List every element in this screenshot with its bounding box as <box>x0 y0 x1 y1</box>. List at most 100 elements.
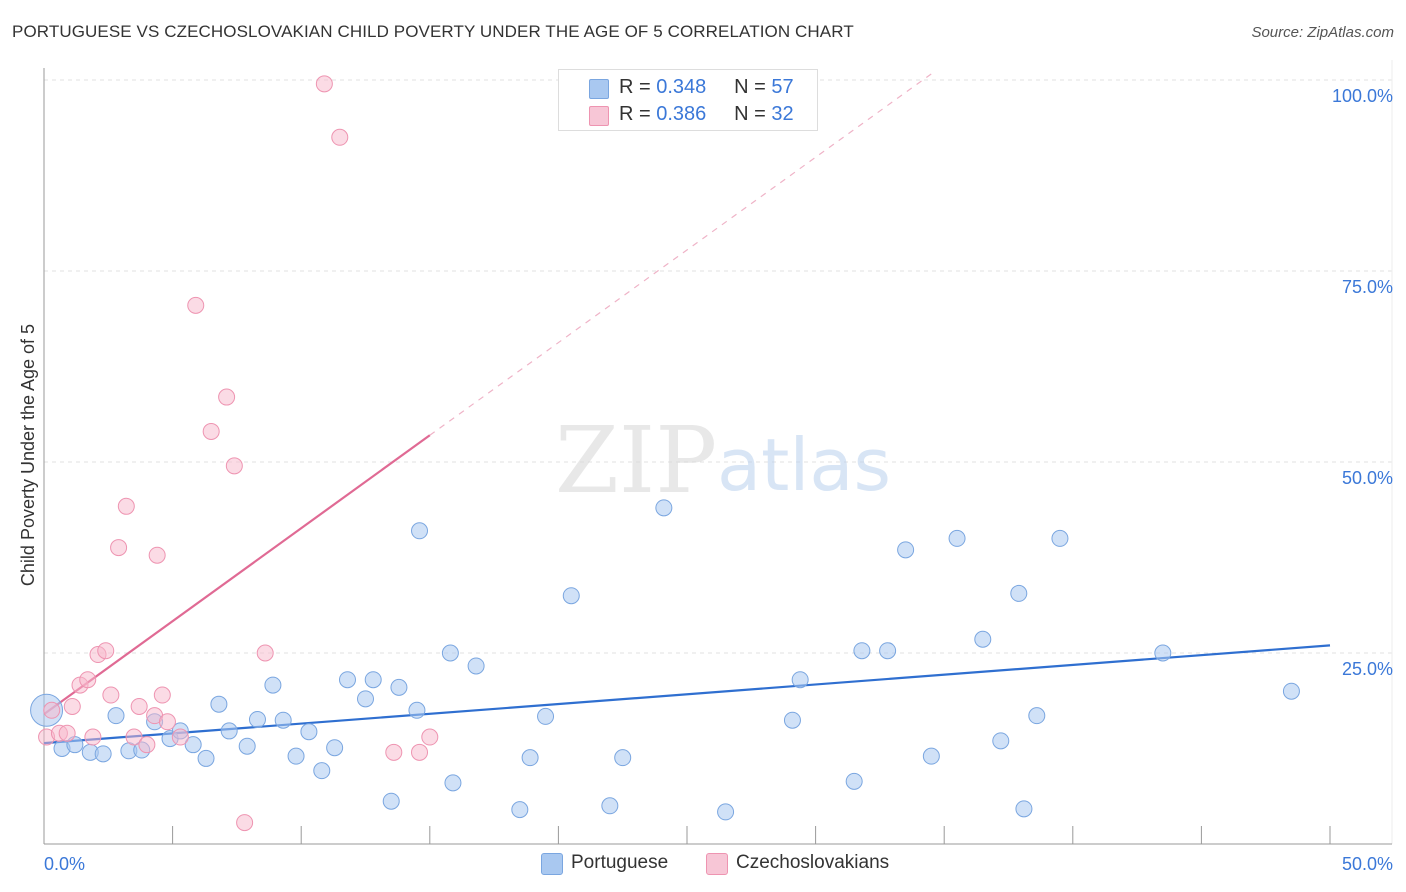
legend-n-value-czechoslovakians: 32 <box>771 103 794 125</box>
portuguese-point <box>1028 707 1046 725</box>
portuguese-point <box>390 678 408 696</box>
x-tick-label: 0.0% <box>44 854 85 874</box>
czech-point <box>421 728 439 746</box>
portuguese-point <box>922 747 940 765</box>
bottom-legend-portuguese: Portuguese <box>541 852 691 876</box>
portuguese-point <box>1282 682 1300 700</box>
portuguese-point <box>562 587 580 605</box>
portuguese-legend-label: Portuguese <box>571 852 669 873</box>
portuguese-point <box>992 732 1010 750</box>
portuguese-point <box>107 707 125 725</box>
legend-r-value-portuguese: 0.348 <box>656 76 707 98</box>
legend-n-label: N = <box>734 103 766 125</box>
watermark-zip: ZIP <box>555 407 717 514</box>
czech-point <box>187 296 205 314</box>
czech-point <box>148 546 166 564</box>
czech-point <box>117 497 135 515</box>
portuguese-point <box>783 711 801 729</box>
portuguese-point <box>184 736 202 754</box>
portuguese-point <box>1154 644 1172 662</box>
portuguese-point <box>467 657 485 675</box>
czech-point <box>63 697 81 715</box>
portuguese-legend-swatch <box>541 853 563 875</box>
y-tick-label: 25.0% <box>1342 659 1393 679</box>
portuguese-point <box>1010 584 1028 602</box>
czech-point <box>43 701 61 719</box>
portuguese-point <box>382 792 400 810</box>
legend-row-portuguese: R = 0.348 N = 57 <box>559 74 817 100</box>
portuguese-point <box>1051 529 1069 547</box>
czech-point <box>158 713 176 731</box>
czech-point <box>130 697 148 715</box>
portuguese-point <box>364 671 382 689</box>
portuguese-point <box>511 801 529 819</box>
watermark: ZIP atlas <box>555 407 891 514</box>
portuguese-point <box>264 676 282 694</box>
legend-r-label: R = <box>619 103 651 125</box>
portuguese-point <box>238 737 256 755</box>
czech-point <box>79 671 97 689</box>
portuguese-point <box>521 749 539 767</box>
portuguese-point <box>300 723 318 741</box>
portuguese-point <box>441 644 459 662</box>
portuguese-point <box>313 762 331 780</box>
legend-n-value-portuguese: 57 <box>771 76 794 98</box>
czech-point <box>218 388 236 406</box>
portuguese-point <box>197 749 215 767</box>
czech-trend-line <box>43 434 431 716</box>
czech-point <box>171 728 189 746</box>
y-axis-label: Child Poverty Under the Age of 5 <box>18 324 38 586</box>
portuguese-point <box>974 630 992 648</box>
portuguese-point <box>614 749 632 767</box>
czech-point <box>411 743 429 761</box>
portuguese-point <box>326 739 344 757</box>
y-tick-label: 100.0% <box>1332 86 1393 106</box>
czech-swatch <box>589 106 609 126</box>
portuguese-point <box>897 541 915 559</box>
portuguese-point <box>338 671 356 689</box>
czech-point <box>153 686 171 704</box>
portuguese-swatch <box>589 79 609 99</box>
portuguese-point <box>537 707 555 725</box>
chart-title: PORTUGUESE VS CZECHOSLOVAKIAN CHILD POVE… <box>12 22 854 41</box>
portuguese-point <box>655 499 673 517</box>
czech-point <box>58 724 76 742</box>
portuguese-point <box>220 722 238 740</box>
czech-point <box>125 728 143 746</box>
portuguese-point <box>791 671 809 689</box>
portuguese-point <box>948 529 966 547</box>
czech-point <box>84 728 102 746</box>
portuguese-point <box>287 747 305 765</box>
y-tick-label: 50.0% <box>1342 468 1393 488</box>
czech-point <box>138 736 156 754</box>
czech-point <box>225 457 243 475</box>
y-tick-label: 75.0% <box>1342 277 1393 297</box>
czech-point <box>202 422 220 440</box>
correlation-legend: R = 0.348 N = 57 R = 0.386 N = 32 <box>558 69 818 131</box>
x-tick-label: 50.0% <box>1342 854 1393 874</box>
czech-point <box>102 686 120 704</box>
portuguese-point <box>408 701 426 719</box>
legend-row-czechoslovakians: R = 0.386 N = 32 <box>559 101 817 127</box>
czech-point <box>236 814 254 832</box>
czech-point <box>385 743 403 761</box>
czech-legend-swatch <box>706 853 728 875</box>
legend-r-value-czechoslovakians: 0.386 <box>656 103 707 125</box>
portuguese-point <box>357 690 374 708</box>
watermark-atlas: atlas <box>717 423 891 507</box>
legend-n-label: N = <box>734 76 766 98</box>
czech-legend-label: Czechoslovakians <box>736 852 890 873</box>
portuguese-point <box>879 642 897 660</box>
portuguese-point <box>717 803 735 821</box>
point-layer <box>30 75 1300 832</box>
portuguese-point <box>94 745 112 763</box>
portuguese-point <box>248 710 266 728</box>
portuguese-point <box>444 774 462 792</box>
portuguese-point <box>853 642 871 660</box>
portuguese-point <box>411 522 429 540</box>
czech-point <box>331 128 349 146</box>
portuguese-point <box>845 772 863 790</box>
portuguese-point <box>210 695 228 713</box>
portuguese-point <box>601 797 619 815</box>
